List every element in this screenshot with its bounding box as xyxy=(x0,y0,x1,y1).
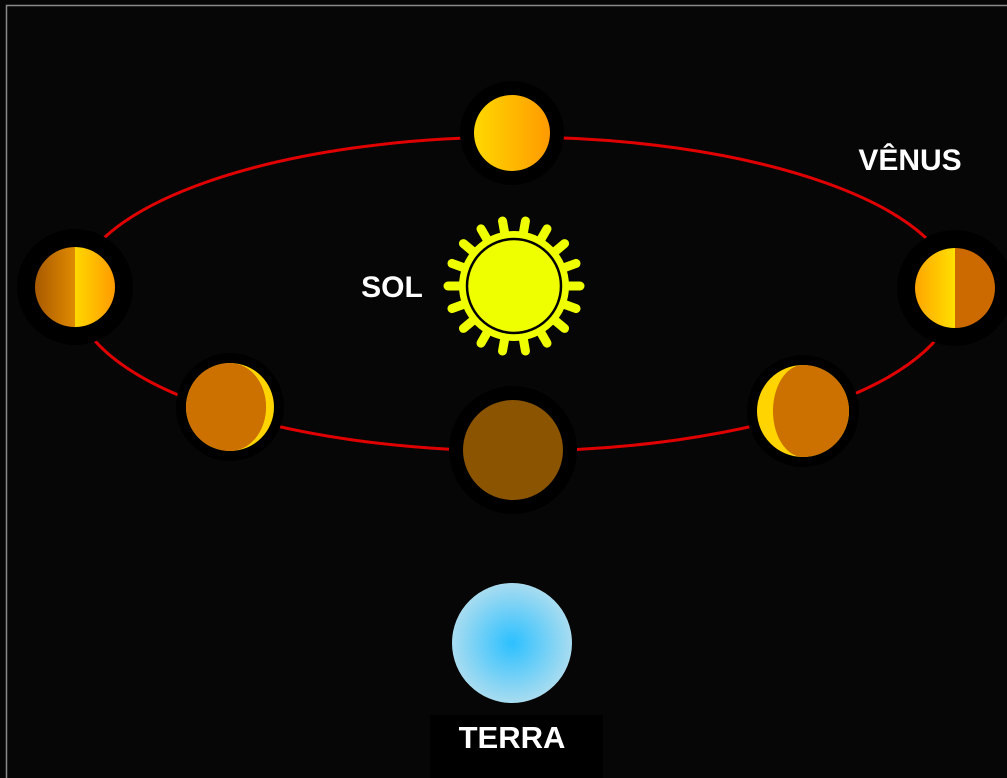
venus-half-left xyxy=(35,247,115,327)
venus-label: VÊNUS xyxy=(858,143,961,177)
venus-half-right xyxy=(915,248,995,328)
sun-label: SOL xyxy=(361,271,423,304)
earth-label-box xyxy=(430,715,603,778)
sun xyxy=(465,237,563,335)
venus-full xyxy=(474,95,550,171)
frame xyxy=(5,4,1007,778)
venus-new xyxy=(463,400,563,500)
venus-crescent-left xyxy=(186,363,274,451)
earth xyxy=(452,583,572,703)
earth-label: TERRA xyxy=(459,720,566,755)
venus-crescent-right xyxy=(757,365,849,457)
